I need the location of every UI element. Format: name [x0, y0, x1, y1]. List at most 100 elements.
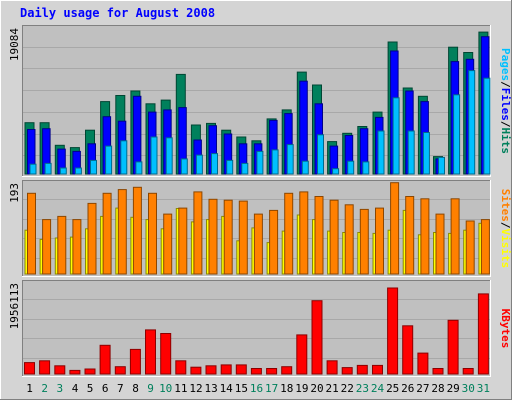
day-label-27: 27	[416, 382, 429, 395]
bar-sites-day-18	[284, 192, 294, 275]
day-label-9: 9	[147, 382, 154, 395]
bar-pages-day-13	[211, 153, 218, 175]
day-label-12: 12	[189, 382, 202, 395]
legend-item-sites: Sites	[499, 189, 512, 222]
bar-files-day-19	[299, 80, 308, 175]
day-label-22: 22	[341, 382, 354, 395]
day-label-4: 4	[72, 382, 79, 395]
bar-pages-day-30	[468, 70, 476, 175]
legend-item-pages: Pages	[499, 48, 512, 81]
bar-sites-day-24	[375, 207, 384, 275]
bar-pages-day-23	[362, 161, 370, 175]
bar-sites-day-28	[435, 213, 445, 275]
bar-kbytes-day-20	[311, 300, 323, 375]
bar-pages-day-8	[135, 161, 143, 175]
panel-top-max-label: 19084	[8, 28, 21, 61]
day-label-6: 6	[102, 382, 109, 395]
day-label-26: 26	[401, 382, 414, 395]
legend-item-separator: /	[499, 222, 512, 229]
bar-kbytes-day-13	[205, 365, 217, 375]
bar-pages-day-3	[59, 167, 67, 175]
day-label-16: 16	[250, 382, 263, 395]
legend-item-hits: Hits	[499, 128, 512, 155]
bar-pages-day-15	[241, 162, 249, 175]
bar-kbytes-day-6	[99, 344, 111, 375]
day-label-14: 14	[220, 382, 234, 395]
bar-pages-day-26	[407, 130, 415, 175]
bar-sites-day-31	[480, 219, 490, 275]
bar-sites-day-14	[223, 199, 233, 275]
bar-kbytes-day-18	[281, 366, 293, 375]
bar-sites-day-8	[132, 186, 142, 275]
panel-middle-max-label: 193	[8, 183, 21, 203]
bar-pages-day-20	[317, 134, 324, 175]
day-label-2: 2	[41, 382, 48, 395]
bar-pages-day-5	[90, 159, 97, 175]
bar-sites-day-12	[193, 191, 203, 275]
bar-kbytes-day-15	[235, 364, 247, 375]
bar-pages-day-10	[165, 137, 173, 175]
day-label-30: 30	[462, 382, 475, 395]
bar-kbytes-day-3	[54, 365, 66, 375]
bar-sites-day-3	[57, 215, 67, 275]
bar-pages-day-27	[422, 132, 430, 175]
bar-sites-day-4	[72, 219, 82, 275]
bar-kbytes-day-4	[69, 369, 81, 375]
bar-kbytes-day-9	[145, 329, 156, 375]
bar-pages-day-17	[271, 149, 279, 175]
bar-kbytes-day-10	[160, 333, 172, 375]
bar-sites-day-10	[163, 213, 173, 275]
bar-sites-day-22	[344, 204, 354, 275]
bar-sites-day-15	[238, 200, 248, 275]
day-label-13: 13	[204, 382, 217, 395]
legend-item-separator: /	[499, 81, 512, 88]
bar-sites-day-30	[465, 220, 475, 275]
bar-sites-day-27	[420, 198, 430, 275]
bar-pages-day-31	[483, 77, 491, 175]
bar-kbytes-day-28	[432, 368, 444, 375]
day-label-24: 24	[371, 382, 385, 395]
panel-bottom-max-label: 1956113	[8, 283, 21, 329]
panel-top-legend: Pages/Files/Hits	[499, 48, 512, 154]
day-label-20: 20	[310, 382, 323, 395]
bar-pages-day-1	[29, 163, 37, 175]
panel-bottom: 1956113 KBytes	[8, 280, 512, 377]
bar-sites-day-6	[102, 192, 112, 275]
bar-kbytes-day-8	[129, 348, 141, 375]
bar-sites-day-2	[42, 219, 52, 275]
bar-kbytes-day-2	[39, 360, 51, 375]
day-label-29: 29	[447, 382, 460, 395]
day-label-8: 8	[132, 382, 139, 395]
day-label-19: 19	[295, 382, 308, 395]
bar-sites-day-13	[208, 198, 218, 275]
day-label-17: 17	[265, 382, 278, 395]
panel-bottom-legend: KBytes	[499, 309, 512, 349]
bar-pages-day-14	[226, 159, 234, 175]
bar-sites-day-20	[314, 196, 324, 275]
bar-sites-day-9	[148, 192, 157, 275]
bar-pages-day-22	[347, 160, 355, 175]
day-label-3: 3	[56, 382, 63, 395]
bar-kbytes-day-12	[190, 366, 202, 375]
bar-kbytes-day-23	[356, 364, 368, 375]
bar-pages-day-11	[180, 158, 188, 175]
bar-kbytes-day-25	[387, 287, 399, 375]
bar-kbytes-day-7	[114, 366, 126, 375]
day-label-18: 18	[280, 382, 293, 395]
day-label-15: 15	[235, 382, 248, 395]
bar-sites-day-5	[87, 202, 97, 275]
bar-pages-day-16	[256, 150, 264, 175]
bar-sites-day-1	[27, 192, 36, 275]
legend-item-files: Files	[499, 88, 512, 121]
day-label-25: 25	[386, 382, 399, 395]
day-axis-labels: 1 2 3 4 5 6 7 8 9 10 11 12 13 14 15 16 17 18 19 20 21 22 23 24 2…	[26, 382, 490, 395]
bar-sites-day-21	[329, 199, 339, 275]
chart-title: Daily usage for August 2008	[20, 6, 215, 20]
bar-pages-day-25	[392, 97, 400, 175]
bar-kbytes-day-31	[477, 293, 489, 375]
bar-pages-day-7	[120, 140, 128, 175]
